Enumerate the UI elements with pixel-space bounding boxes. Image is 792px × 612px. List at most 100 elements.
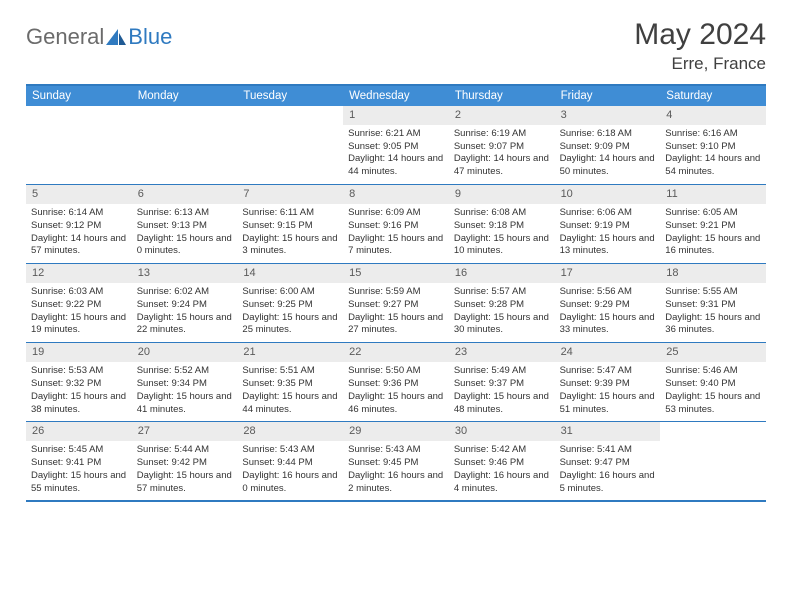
day-number: 14 (237, 264, 343, 283)
day-number: 29 (343, 422, 449, 441)
day-number: 5 (26, 185, 132, 204)
weekday-header: Saturday (660, 86, 766, 106)
day-body: Sunrise: 6:16 AMSunset: 9:10 PMDaylight:… (660, 125, 766, 184)
title-block: May 2024 Erre, France (634, 18, 766, 74)
day-number: 23 (449, 343, 555, 362)
day-body: Sunrise: 5:52 AMSunset: 9:34 PMDaylight:… (132, 362, 238, 421)
weekday-header-row: SundayMondayTuesdayWednesdayThursdayFrid… (26, 86, 766, 106)
day-cell: 23Sunrise: 5:49 AMSunset: 9:37 PMDayligh… (449, 343, 555, 421)
day-cell: 12Sunrise: 6:03 AMSunset: 9:22 PMDayligh… (26, 264, 132, 342)
day-cell: 20Sunrise: 5:52 AMSunset: 9:34 PMDayligh… (132, 343, 238, 421)
day-number: 30 (449, 422, 555, 441)
day-number: 20 (132, 343, 238, 362)
day-body: Sunrise: 5:42 AMSunset: 9:46 PMDaylight:… (449, 441, 555, 500)
day-body: Sunrise: 5:44 AMSunset: 9:42 PMDaylight:… (132, 441, 238, 500)
sunset-line: Sunset: 9:24 PM (137, 299, 233, 312)
daylight-line: Daylight: 14 hours and 44 minutes. (348, 153, 444, 179)
day-body: Sunrise: 5:47 AMSunset: 9:39 PMDaylight:… (555, 362, 661, 421)
day-body: Sunrise: 5:50 AMSunset: 9:36 PMDaylight:… (343, 362, 449, 421)
day-cell: 18Sunrise: 5:55 AMSunset: 9:31 PMDayligh… (660, 264, 766, 342)
day-body: Sunrise: 5:55 AMSunset: 9:31 PMDaylight:… (660, 283, 766, 342)
logo-sail-icon (106, 29, 126, 45)
sunrise-line: Sunrise: 5:56 AM (560, 286, 656, 299)
day-cell: 7 Sunrise: 6:11 AMSunset: 9:15 PMDaylight… (237, 185, 343, 263)
sunset-line: Sunset: 9:07 PM (454, 141, 550, 154)
sunset-line: Sunset: 9:15 PM (242, 220, 338, 233)
daylight-line: Daylight: 16 hours and 4 minutes. (454, 470, 550, 496)
day-cell: . (660, 422, 766, 500)
day-number: 18 (660, 264, 766, 283)
sunset-line: Sunset: 9:36 PM (348, 378, 444, 391)
sunset-line: Sunset: 9:18 PM (454, 220, 550, 233)
sunrise-line: Sunrise: 5:42 AM (454, 444, 550, 457)
day-body: Sunrise: 6:05 AMSunset: 9:21 PMDaylight:… (660, 204, 766, 263)
daylight-line: Daylight: 14 hours and 57 minutes. (31, 233, 127, 259)
day-number: 11 (660, 185, 766, 204)
sunrise-line: Sunrise: 6:02 AM (137, 286, 233, 299)
day-cell: 9Sunrise: 6:08 AMSunset: 9:18 PMDaylight… (449, 185, 555, 263)
sunrise-line: Sunrise: 6:18 AM (560, 128, 656, 141)
week-row: 5Sunrise: 6:14 AMSunset: 9:12 PMDaylight… (26, 184, 766, 263)
day-cell: 21Sunrise: 5:51 AMSunset: 9:35 PMDayligh… (237, 343, 343, 421)
day-body: Sunrise: 5:59 AMSunset: 9:27 PMDaylight:… (343, 283, 449, 342)
day-body: Sunrise: 6:21 AMSunset: 9:05 PMDaylight:… (343, 125, 449, 184)
day-number: 2 (449, 106, 555, 125)
day-body: Sunrise: 5:57 AMSunset: 9:28 PMDaylight:… (449, 283, 555, 342)
daylight-line: Daylight: 14 hours and 50 minutes. (560, 153, 656, 179)
day-cell: 13Sunrise: 6:02 AMSunset: 9:24 PMDayligh… (132, 264, 238, 342)
sunset-line: Sunset: 9:21 PM (665, 220, 761, 233)
day-number: 17 (555, 264, 661, 283)
sunrise-line: Sunrise: 6:16 AM (665, 128, 761, 141)
daylight-line: Daylight: 15 hours and 36 minutes. (665, 312, 761, 338)
day-body: Sunrise: 6:02 AMSunset: 9:24 PMDaylight:… (132, 283, 238, 342)
day-body: Sunrise: 6:13 AMSunset: 9:13 PMDaylight:… (132, 204, 238, 263)
weekday-header: Friday (555, 86, 661, 106)
day-number: 24 (555, 343, 661, 362)
day-number: 26 (26, 422, 132, 441)
sunset-line: Sunset: 9:12 PM (31, 220, 127, 233)
sunrise-line: Sunrise: 5:51 AM (242, 365, 338, 378)
sunrise-line: Sunrise: 6:05 AM (665, 207, 761, 220)
daylight-line: Daylight: 15 hours and 30 minutes. (454, 312, 550, 338)
day-body: Sunrise: 6:09 AMSunset: 9:16 PMDaylight:… (343, 204, 449, 263)
sunset-line: Sunset: 9:19 PM (560, 220, 656, 233)
day-number: 12 (26, 264, 132, 283)
sunset-line: Sunset: 9:40 PM (665, 378, 761, 391)
day-cell: 1Sunrise: 6:21 AMSunset: 9:05 PMDaylight… (343, 106, 449, 184)
daylight-line: Daylight: 15 hours and 38 minutes. (31, 391, 127, 417)
day-body: Sunrise: 6:08 AMSunset: 9:18 PMDaylight:… (449, 204, 555, 263)
daylight-line: Daylight: 15 hours and 0 minutes. (137, 233, 233, 259)
day-number: 25 (660, 343, 766, 362)
day-cell: 26Sunrise: 5:45 AMSunset: 9:41 PMDayligh… (26, 422, 132, 500)
sunset-line: Sunset: 9:41 PM (31, 457, 127, 470)
sunrise-line: Sunrise: 6:00 AM (242, 286, 338, 299)
day-cell: 25Sunrise: 5:46 AMSunset: 9:40 PMDayligh… (660, 343, 766, 421)
day-cell: 17Sunrise: 5:56 AMSunset: 9:29 PMDayligh… (555, 264, 661, 342)
week-row: 19Sunrise: 5:53 AMSunset: 9:32 PMDayligh… (26, 342, 766, 421)
sunset-line: Sunset: 9:47 PM (560, 457, 656, 470)
day-number: 28 (237, 422, 343, 441)
day-body: Sunrise: 6:06 AMSunset: 9:19 PMDaylight:… (555, 204, 661, 263)
sunset-line: Sunset: 9:10 PM (665, 141, 761, 154)
daylight-line: Daylight: 15 hours and 7 minutes. (348, 233, 444, 259)
sunrise-line: Sunrise: 6:19 AM (454, 128, 550, 141)
weekday-header: Thursday (449, 86, 555, 106)
day-cell: 27Sunrise: 5:44 AMSunset: 9:42 PMDayligh… (132, 422, 238, 500)
day-body: Sunrise: 5:43 AMSunset: 9:45 PMDaylight:… (343, 441, 449, 500)
sunrise-line: Sunrise: 5:53 AM (31, 365, 127, 378)
day-body: Sunrise: 5:45 AMSunset: 9:41 PMDaylight:… (26, 441, 132, 500)
sunrise-line: Sunrise: 5:49 AM (454, 365, 550, 378)
daylight-line: Daylight: 15 hours and 46 minutes. (348, 391, 444, 417)
day-number: 6 (132, 185, 238, 204)
day-number: 10 (555, 185, 661, 204)
day-cell: 14Sunrise: 6:00 AMSunset: 9:25 PMDayligh… (237, 264, 343, 342)
logo-text-general: General (26, 24, 104, 50)
day-cell: 2Sunrise: 6:19 AMSunset: 9:07 PMDaylight… (449, 106, 555, 184)
daylight-line: Daylight: 15 hours and 3 minutes. (242, 233, 338, 259)
daylight-line: Daylight: 15 hours and 44 minutes. (242, 391, 338, 417)
sunrise-line: Sunrise: 6:13 AM (137, 207, 233, 220)
day-number: 7 (237, 185, 343, 204)
week-row: ...1Sunrise: 6:21 AMSunset: 9:05 PMDayli… (26, 106, 766, 184)
sunrise-line: Sunrise: 6:11 AM (242, 207, 338, 220)
daylight-line: Daylight: 16 hours and 2 minutes. (348, 470, 444, 496)
